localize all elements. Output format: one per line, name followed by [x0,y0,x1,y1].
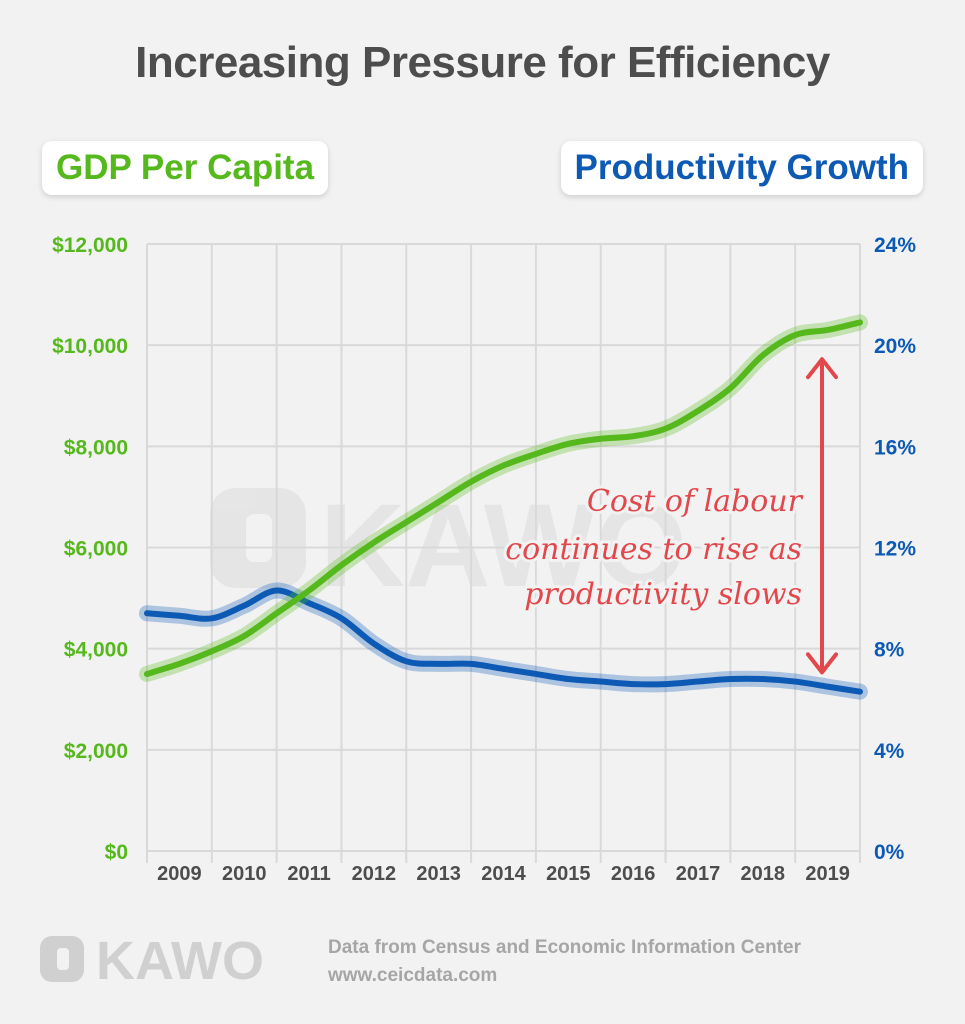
y-right-tick-label: 0% [874,841,905,864]
y-left-tick-label: $4,000 [64,639,128,662]
watermark: KAWO [210,480,687,612]
y-right-tick-label: 20% [874,335,916,358]
logo-text: KAWO [96,931,264,990]
x-tick-label: 2019 [805,863,850,885]
y-left-tick-label: $10,000 [52,335,128,358]
x-tick-label: 2013 [416,863,461,885]
y-left-tick-label: $12,000 [52,234,128,257]
source-line-1: Data from Census and Economic Informatio… [328,937,801,958]
x-tick-label: 2014 [481,863,526,885]
annotation-arrow [806,357,838,675]
x-tick-label: 2010 [222,863,267,885]
annotation-arrow-head-down [806,652,838,675]
source-line-2: www.ceicdata.com [328,965,498,986]
annotation-text-line: productivity slows [524,577,802,612]
kawo-logo-icon [40,936,84,982]
legend-gdp-per-capita: GDP Per Capita [42,141,329,195]
y-right-tick-label: 16% [874,436,916,459]
y-right-tick-label: 12% [874,538,916,561]
source-note: Data from Census and Economic Informatio… [328,934,801,990]
y-left-tick-label: $6,000 [64,538,128,561]
y-left-tick-label: $2,000 [64,740,128,763]
legend-productivity-growth: Productivity Growth [560,141,923,195]
chart-title: Increasing Pressure for Efficiency [135,38,830,87]
x-tick-label: 2011 [287,863,330,885]
x-tick-label: 2018 [741,863,786,885]
y-left-tick-label: $8,000 [64,436,128,459]
x-tick-label: 2016 [611,863,656,885]
y-left-tick-label: $0 [105,841,128,864]
y-right-tick-label: 24% [874,234,916,257]
annotation-text-line: Cost of labour [587,484,804,519]
watermark-icon-hole [246,514,272,562]
x-tick-label: 2015 [546,863,591,885]
x-tick-label: 2009 [157,863,202,885]
annotation-arrow-head-up [806,357,838,380]
y-right-tick-label: 4% [874,740,905,763]
y-right-tick-label: 8% [874,639,905,662]
watermark-text: KAWO [320,480,687,612]
x-tick-label: 2012 [352,863,397,885]
annotation-text-line: continues to rise as [505,532,802,567]
x-tick-label: 2017 [676,863,721,885]
kawo-logo: KAWO [40,931,264,990]
